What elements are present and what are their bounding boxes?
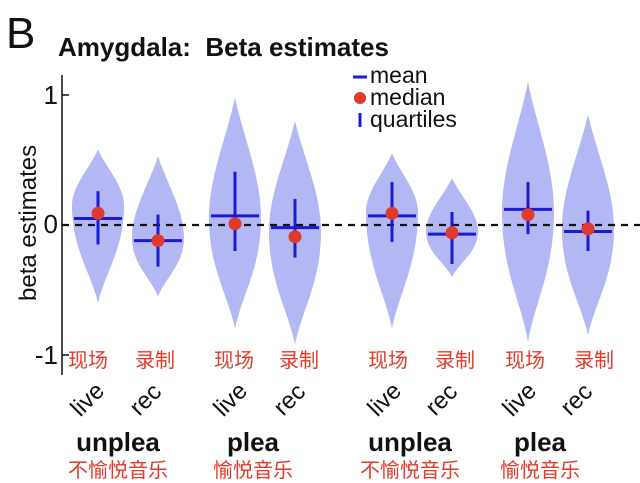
group-label-cn: 不愉悦音乐 [68,460,168,482]
median-dot [521,208,535,222]
condition-label-cn: 录制 [135,350,175,372]
median-dot [581,222,595,236]
group-label: unplea [368,427,452,457]
y-tick-label: 1 [43,80,58,110]
panel-letter: B [6,9,36,58]
median-dot [385,206,399,220]
legend-label: quartiles [370,106,457,132]
median-dot [445,226,459,240]
legend-label: median [370,84,446,110]
y-tick-label: -1 [34,340,58,370]
y-tick-label: 0 [43,209,58,239]
condition-label-cn: 现场 [68,350,108,372]
group-label: plea [226,427,280,457]
group-label-cn: 不愉悦音乐 [360,460,460,482]
group-label: plea [513,427,567,457]
group-label-cn: 愉悦音乐 [213,460,293,482]
legend-label: mean [370,62,428,88]
group-label: unplea [76,427,160,457]
median-dot [228,217,242,231]
median-dot [91,206,105,220]
condition-label-cn: 录制 [435,350,475,372]
condition-label-cn: 现场 [368,350,408,372]
violin-chart [61,75,640,375]
mean-line-icon [353,75,367,79]
median-dot [288,230,302,244]
quartile-bar-icon [358,113,362,127]
group-label-cn: 愉悦音乐 [500,460,580,482]
condition-label-cn: 录制 [574,350,614,372]
condition-label-cn: 录制 [279,350,319,372]
condition-label-cn: 现场 [214,350,254,372]
median-dot [151,234,165,248]
median-dot-icon [354,92,366,104]
condition-label-cn: 现场 [505,350,545,372]
chart-title: Amygdala: Beta estimates [58,32,389,62]
